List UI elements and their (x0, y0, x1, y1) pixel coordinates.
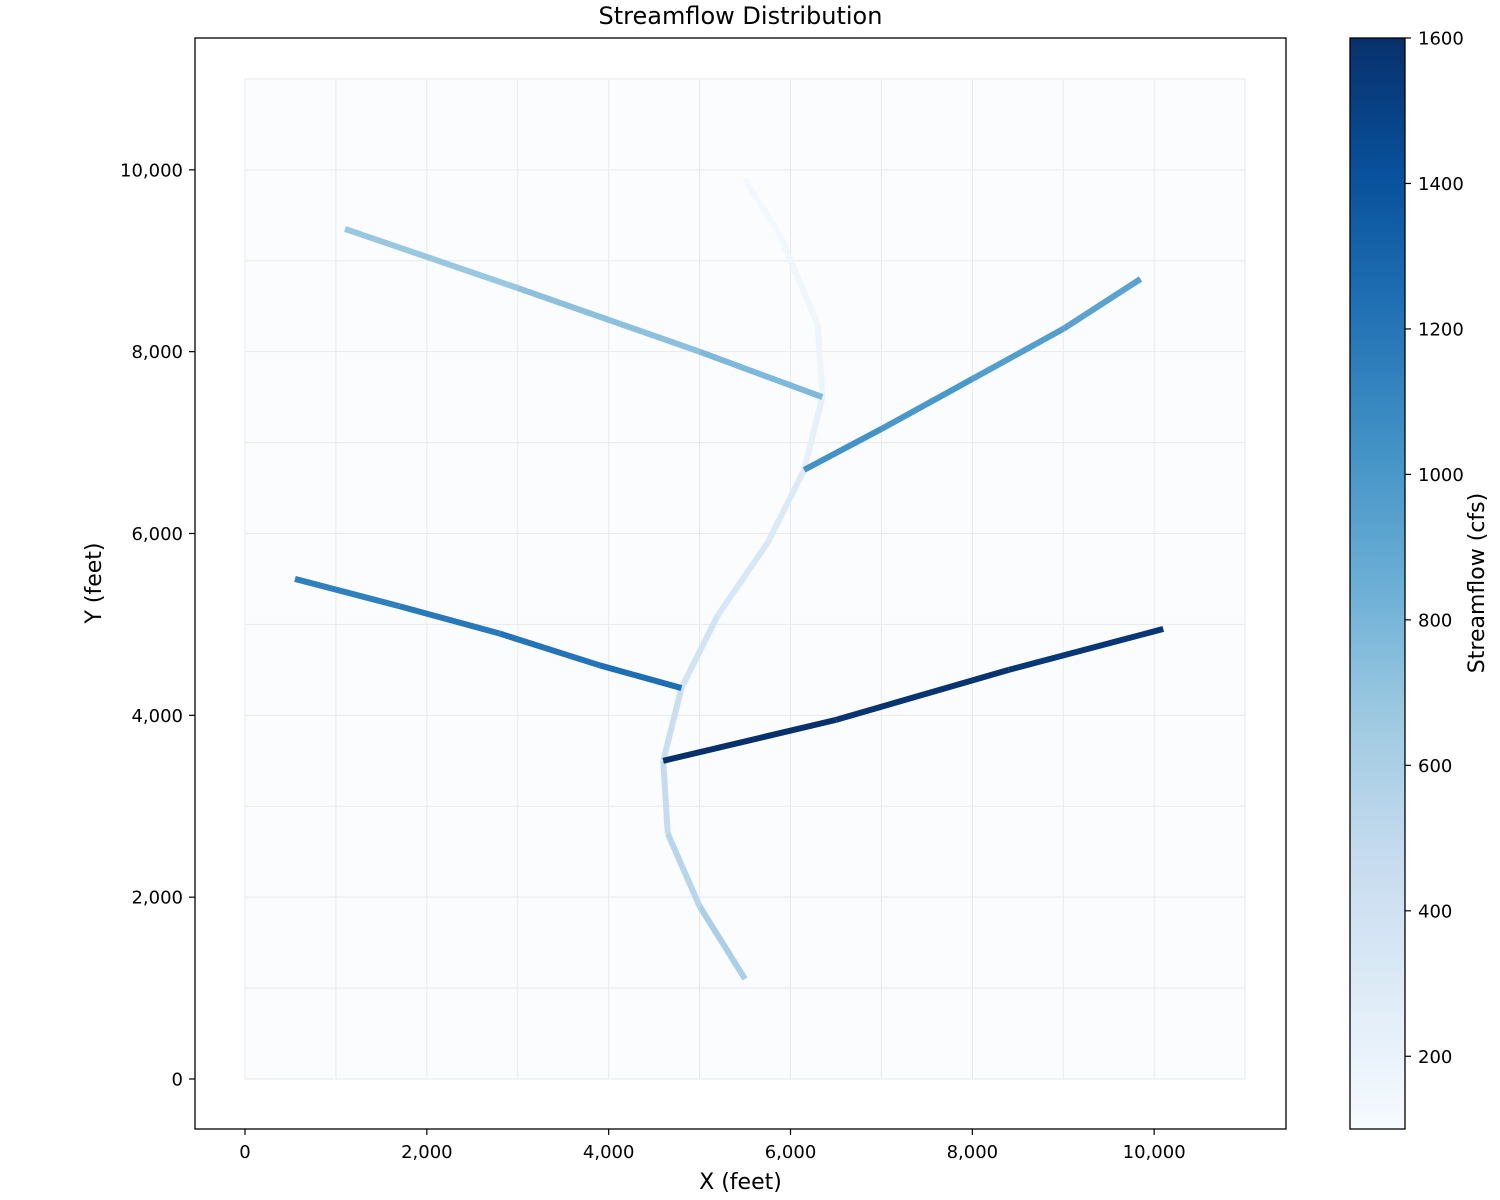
colorbar: 200 400 600 800 1000 1200 1400 1600 Streamflow … (1349, 29, 1490, 1130)
y-tick-label: 6,000 (131, 524, 183, 545)
stream-segment (1007, 626, 1165, 673)
plot-frame (194, 37, 1287, 1130)
y-axis-label: Y (feet) (82, 542, 107, 624)
x-axis: 0 2,000 4,000 6,000 8,000 10,000 (239, 1129, 1186, 1163)
stream-reach (802, 276, 1143, 473)
chart-title: Streamflow Distribution (599, 2, 883, 30)
stream-segment (715, 540, 771, 618)
y-tick-label: 4,000 (131, 706, 183, 727)
stream-segment (398, 603, 501, 637)
y-tick-label: 10,000 (120, 160, 183, 181)
y-tick-label: 8,000 (131, 342, 183, 363)
stream-segment (801, 396, 826, 471)
stream-segment (665, 832, 703, 908)
x-tick-label: 6,000 (765, 1142, 817, 1163)
stream-segment (344, 226, 519, 291)
stream-segment (598, 662, 683, 691)
colorbar-tick-label: 600 (1418, 756, 1452, 777)
stream-reach (662, 626, 1165, 764)
stream-segment (1061, 276, 1143, 332)
x-tick-label: 4,000 (583, 1142, 635, 1163)
y-tick-label: 0 (172, 1069, 183, 1090)
y-axis: 0 2,000 4,000 6,000 8,000 10,000 (120, 160, 195, 1090)
stream-segment (697, 904, 748, 981)
stream-segment (814, 324, 826, 398)
stream-segment (660, 687, 685, 762)
stream-segment (498, 630, 601, 669)
colorbar-tick-label: 400 (1418, 901, 1452, 922)
colorbar-tick-label: 1200 (1418, 319, 1464, 340)
stream-segment (294, 576, 401, 610)
colorbar-tick-label: 1000 (1418, 465, 1464, 486)
stream-segment (970, 326, 1065, 382)
stream-segment (678, 613, 721, 690)
stream-segments (294, 177, 1165, 981)
stream-reach (294, 576, 683, 691)
x-tick-label: 10,000 (1123, 1142, 1186, 1163)
colorbar-tick-label: 200 (1418, 1047, 1452, 1068)
y-tick-label: 2,000 (131, 888, 183, 909)
colorbar-gradient (1350, 38, 1405, 1129)
x-tick-label: 0 (239, 1142, 250, 1163)
stream-segment (778, 236, 794, 262)
x-tick-label: 2,000 (401, 1142, 453, 1163)
x-axis-label: X (feet) (699, 1170, 782, 1195)
colorbar-tick-label: 1600 (1418, 29, 1464, 50)
stream-segment (660, 760, 671, 834)
colorbar-label: Streamflow (cfs) (1465, 493, 1490, 673)
stream-segment (742, 177, 784, 240)
stream-segment (698, 348, 824, 400)
stream-segment (516, 285, 701, 355)
colorbar-tick-label: 800 (1418, 610, 1452, 631)
colorbar-tick-label: 1400 (1418, 174, 1464, 195)
stream-reach (660, 177, 826, 981)
stream-reach (344, 226, 824, 400)
x-tick-label: 8,000 (947, 1142, 999, 1163)
colorbar-frame (1349, 37, 1406, 1130)
stream-segment (765, 468, 807, 544)
stream-segment (787, 259, 821, 326)
stream-segment (835, 666, 1010, 723)
stream-segment (879, 376, 974, 432)
stream-segment (802, 426, 883, 473)
stream-segment (662, 716, 837, 764)
